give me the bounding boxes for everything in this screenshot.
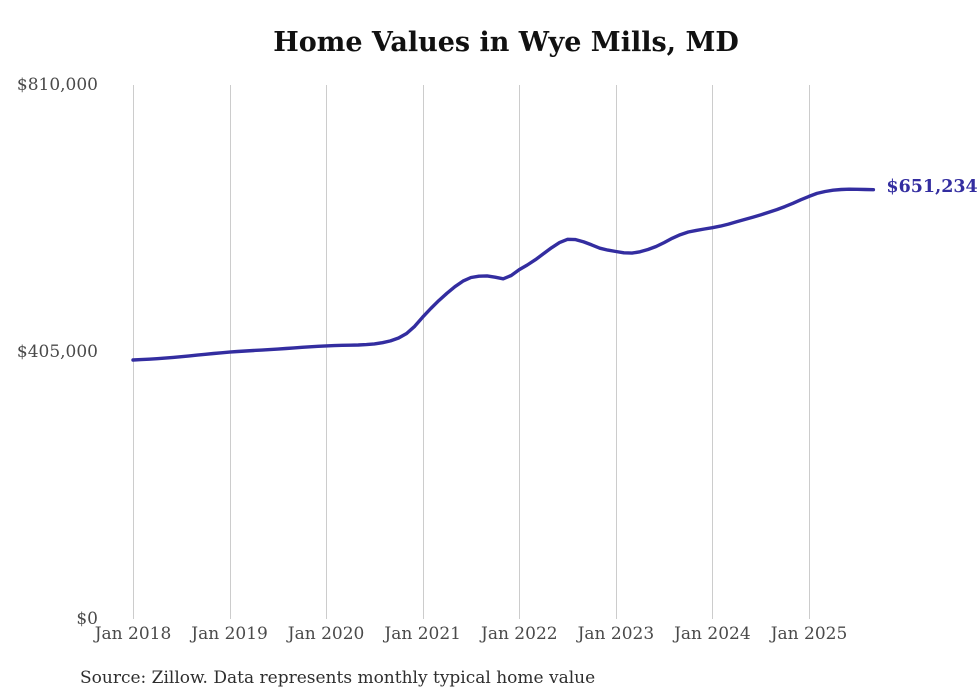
x-tick-label: Jan 2023 [577,624,655,644]
x-tick-label: Jan 2021 [384,624,461,644]
x-tick-label: Jan 2025 [770,624,848,644]
x-tick-label: Jan 2018 [94,624,172,644]
end-value-label: $651,234 [886,176,978,197]
gridline [326,85,328,619]
chart-title: Home Values in Wye Mills, MD [273,27,739,58]
gridline [712,85,714,619]
source-note: Source: Zillow. Data represents monthly … [80,668,596,688]
gridline [229,85,231,619]
gridline [519,85,521,619]
gridline [133,85,134,619]
gridline [422,85,424,619]
y-axis-label-0: $0 [76,609,98,629]
x-tick-label: Jan 2019 [191,624,268,644]
y-axis-label-405000: $405,000 [16,342,98,362]
y-axis-label-810000: $810,000 [16,75,98,95]
gridline [615,85,617,619]
home-value-line [131,187,876,362]
x-tick-label: Jan 2022 [481,624,558,644]
x-tick-label: Jan 2024 [674,624,751,644]
gridline [809,85,810,619]
x-tick-label: Jan 2020 [287,624,365,644]
